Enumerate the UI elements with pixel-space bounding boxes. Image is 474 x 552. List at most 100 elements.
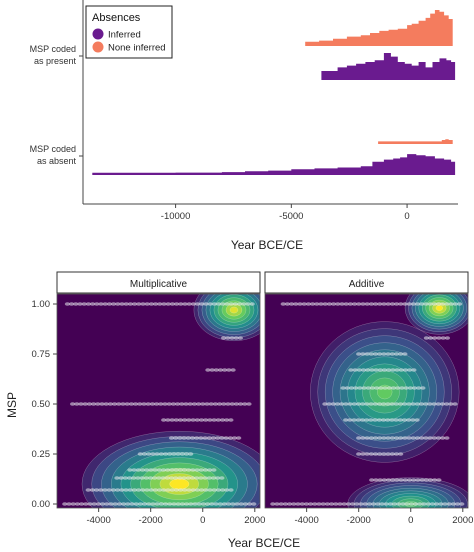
- observation-dot-0-8: [217, 368, 224, 372]
- observation-dot-1-6: [378, 386, 384, 390]
- observation-dot-1-7: [394, 368, 400, 372]
- observation-dot-1-7: [407, 368, 413, 372]
- observation-dot-0-10: [132, 302, 138, 306]
- observation-dot-1-10: [339, 302, 345, 306]
- observation-dot-0-1: [182, 488, 188, 492]
- observation-dot-1-4: [385, 418, 391, 422]
- observation-dot-1-6: [416, 386, 422, 390]
- observation-dot-1-0: [345, 502, 351, 506]
- observation-dot-1-2: [377, 452, 383, 456]
- observation-dot-0-10: [115, 302, 121, 306]
- observation-dot-0-0: [171, 502, 177, 506]
- legend-title: Absences: [92, 12, 141, 24]
- observation-dot-0-2: [202, 476, 208, 480]
- observation-dot-0-2: [139, 476, 145, 480]
- observation-dot-0-7: [183, 402, 189, 406]
- observation-dot-0-0: [104, 502, 110, 506]
- observation-dot-1-6: [407, 386, 413, 390]
- observation-dot-0-2: [210, 476, 217, 480]
- row-label-absent-line1: MSP coded: [30, 144, 76, 154]
- observation-dot-1-2: [393, 452, 400, 456]
- observation-dot-0-4: [188, 452, 194, 456]
- observation-dot-0-7: [99, 402, 105, 406]
- density-layer-1: [270, 294, 468, 508]
- observation-dot-0-10: [94, 302, 100, 306]
- observation-dot-1-6: [390, 386, 397, 390]
- observation-dot-1-2: [385, 452, 391, 456]
- observation-dot-0-4: [175, 452, 181, 456]
- panel-additive: [264, 293, 469, 509]
- observation-dot-1-0: [446, 502, 452, 506]
- bottom-axes: -4000 -2000 0 2000 -4000 -2000 0 2000 0.00 0.25 0.…: [32, 299, 474, 526]
- observation-dot-0-6: [203, 418, 209, 422]
- observation-dot-1-5: [452, 402, 458, 406]
- observation-dot-1-1: [381, 478, 387, 482]
- density-contour-0-1-10: [229, 306, 239, 314]
- observation-dot-1-10: [322, 302, 328, 306]
- observation-dot-1-7: [348, 368, 354, 372]
- observation-dot-0-0: [184, 502, 190, 506]
- observation-dot-1-3: [372, 436, 379, 440]
- strip-multiplicative: [56, 271, 261, 294]
- observation-dot-1-10: [406, 302, 412, 306]
- observation-dot-1-5: [414, 402, 420, 406]
- observation-dot-1-5: [364, 402, 370, 406]
- observation-dot-1-7: [352, 368, 358, 372]
- observation-dot-0-7: [233, 402, 239, 406]
- observation-dot-0-0: [137, 502, 143, 506]
- bottom-y-tick-label-4: 1.00: [32, 299, 51, 310]
- observation-dot-0-1: [203, 488, 209, 492]
- observation-dot-1-1: [436, 478, 442, 482]
- observation-dot-0-0: [238, 502, 244, 506]
- observation-dot-0-1: [110, 488, 116, 492]
- observation-dot-1-5: [431, 402, 437, 406]
- observation-dot-1-0: [404, 502, 410, 506]
- observation-dot-0-0: [95, 502, 101, 506]
- observation-dot-1-4: [372, 418, 378, 422]
- observation-dot-1-0: [320, 502, 326, 506]
- observation-dot-0-7: [158, 402, 164, 406]
- observation-dot-1-2: [364, 452, 370, 456]
- observation-dot-0-7: [74, 402, 80, 406]
- observation-dot-0-7: [217, 402, 223, 406]
- observation-dot-1-10: [423, 302, 429, 306]
- observation-dot-0-4: [150, 452, 156, 456]
- observation-dot-0-10: [140, 302, 146, 306]
- observation-dot-0-1: [115, 488, 121, 492]
- observation-dot-1-4: [376, 418, 382, 422]
- observation-dot-1-0: [362, 502, 368, 506]
- observation-dot-1-6: [361, 386, 367, 390]
- observation-dot-1-7: [390, 368, 396, 372]
- observation-dot-1-2: [398, 452, 404, 456]
- observation-dot-0-5: [168, 436, 175, 440]
- observation-dot-0-3: [194, 468, 200, 472]
- observation-dot-0-3: [135, 468, 141, 472]
- observation-dot-1-4: [359, 418, 366, 422]
- observation-dot-0-10: [136, 302, 142, 306]
- observation-dot-0-7: [112, 402, 118, 406]
- observation-dot-1-0: [408, 502, 414, 506]
- observation-dot-0-0: [83, 502, 89, 506]
- observation-dot-1-3: [419, 436, 425, 440]
- observation-dot-1-10: [305, 302, 311, 306]
- observation-dot-1-0: [308, 502, 314, 506]
- observation-dot-1-7: [398, 368, 404, 372]
- observation-dot-0-5: [223, 436, 229, 440]
- observation-dot-0-9: [229, 336, 235, 340]
- observation-dot-0-7: [196, 402, 202, 406]
- row-label-present-line1: MSP coded: [30, 44, 76, 54]
- observation-dot-0-1: [207, 488, 213, 492]
- row-label-absent-line2: as absent: [37, 156, 77, 166]
- observation-dot-0-4: [146, 452, 152, 456]
- observation-dot-1-10: [427, 302, 433, 306]
- observation-dot-0-1: [127, 488, 133, 492]
- observation-dot-0-6: [219, 418, 226, 422]
- observation-dot-1-2: [372, 452, 379, 456]
- observation-dot-1-10: [326, 302, 332, 306]
- observation-dot-0-10: [182, 302, 188, 306]
- observation-dot-0-5: [198, 436, 204, 440]
- observation-dot-0-2: [185, 476, 191, 480]
- observation-dot-1-0: [438, 502, 444, 506]
- observation-dot-0-9: [237, 336, 243, 340]
- observation-dot-0-8: [205, 368, 211, 372]
